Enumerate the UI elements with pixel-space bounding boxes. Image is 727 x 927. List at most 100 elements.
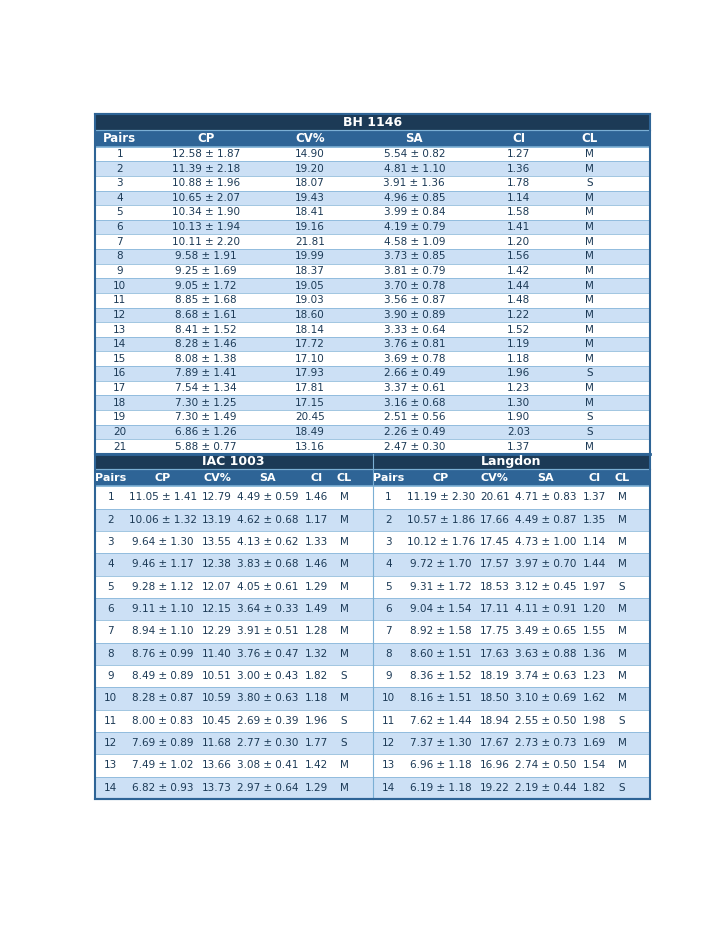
Text: 1.37: 1.37 [582, 492, 606, 502]
Text: CV%: CV% [481, 473, 509, 483]
Text: 7: 7 [116, 236, 123, 247]
Text: M: M [340, 760, 348, 770]
Text: M: M [617, 604, 627, 614]
Text: 9.46 ± 1.17: 9.46 ± 1.17 [132, 559, 193, 569]
Text: 1: 1 [385, 492, 392, 502]
Text: 10: 10 [104, 693, 117, 704]
Text: M: M [585, 354, 594, 363]
Bar [95, 777, 651, 799]
Text: 1.42: 1.42 [305, 760, 328, 770]
Text: 8.28 ± 0.87: 8.28 ± 0.87 [132, 693, 193, 704]
Text: 2: 2 [385, 514, 392, 525]
Text: 5: 5 [108, 582, 114, 591]
Text: 9.28 ± 1.12: 9.28 ± 1.12 [132, 582, 193, 591]
Text: CV%: CV% [295, 132, 325, 145]
Text: 3.74 ± 0.63: 3.74 ± 0.63 [515, 671, 577, 681]
Text: 12: 12 [113, 310, 126, 320]
Text: CP: CP [197, 132, 214, 145]
Text: 6: 6 [108, 604, 114, 614]
Text: 3.00 ± 0.43: 3.00 ± 0.43 [237, 671, 298, 681]
Text: 9.58 ± 1.91: 9.58 ± 1.91 [175, 251, 237, 261]
Text: 13: 13 [382, 760, 395, 770]
Text: 2.66 ± 0.49: 2.66 ± 0.49 [384, 368, 445, 378]
Text: 1.69: 1.69 [582, 738, 606, 748]
Text: 10.59: 10.59 [202, 693, 232, 704]
Text: 18.19: 18.19 [480, 671, 510, 681]
Text: 3.73 ± 0.85: 3.73 ± 0.85 [384, 251, 445, 261]
Text: 4.49 ± 0.87: 4.49 ± 0.87 [515, 514, 577, 525]
Text: 8: 8 [116, 251, 123, 261]
Text: M: M [617, 514, 627, 525]
Text: M: M [340, 514, 348, 525]
Text: 7.89 ± 1.41: 7.89 ± 1.41 [175, 368, 237, 378]
Text: S: S [619, 582, 625, 591]
Text: 3.97 ± 0.70: 3.97 ± 0.70 [515, 559, 577, 569]
Text: 1.37: 1.37 [507, 441, 530, 451]
Text: 5: 5 [385, 582, 392, 591]
Text: S: S [341, 738, 348, 748]
Text: 18.37: 18.37 [295, 266, 325, 276]
Text: 17: 17 [113, 383, 126, 393]
Bar [95, 191, 651, 205]
Text: M: M [617, 492, 627, 502]
Bar [95, 308, 651, 323]
Text: 10.88 ± 1.96: 10.88 ± 1.96 [172, 178, 240, 188]
Text: 9.05 ± 1.72: 9.05 ± 1.72 [175, 281, 236, 291]
Text: M: M [585, 236, 594, 247]
Text: 3.99 ± 0.84: 3.99 ± 0.84 [384, 208, 445, 218]
Text: 1.23: 1.23 [582, 671, 606, 681]
Text: 8.92 ± 1.58: 8.92 ± 1.58 [410, 627, 472, 636]
Text: 8.49 ± 0.89: 8.49 ± 0.89 [132, 671, 193, 681]
Text: 7.30 ± 1.25: 7.30 ± 1.25 [175, 398, 236, 408]
Text: 13.16: 13.16 [295, 441, 325, 451]
Text: 3: 3 [116, 178, 123, 188]
Text: 4: 4 [108, 559, 114, 569]
Text: 17.93: 17.93 [295, 368, 325, 378]
Text: 11: 11 [382, 716, 395, 726]
Text: 1.29: 1.29 [305, 782, 328, 793]
Text: S: S [586, 368, 593, 378]
Text: M: M [617, 760, 627, 770]
Text: 8: 8 [385, 649, 392, 659]
Text: M: M [617, 559, 627, 569]
Text: 17.15: 17.15 [295, 398, 325, 408]
Text: 2.19 ± 0.44: 2.19 ± 0.44 [515, 782, 577, 793]
Text: 4.81 ± 1.10: 4.81 ± 1.10 [384, 163, 445, 173]
Text: 7.49 ± 1.02: 7.49 ± 1.02 [132, 760, 193, 770]
Text: SA: SA [406, 132, 423, 145]
Text: 1: 1 [108, 492, 114, 502]
Text: 3.56 ± 0.87: 3.56 ± 0.87 [384, 296, 445, 305]
Text: 1.44: 1.44 [582, 559, 606, 569]
Text: 1.82: 1.82 [305, 671, 328, 681]
Text: M: M [585, 339, 594, 349]
Text: 8.08 ± 1.38: 8.08 ± 1.38 [175, 354, 236, 363]
Text: 14.90: 14.90 [295, 149, 325, 159]
Text: 4.96 ± 0.85: 4.96 ± 0.85 [384, 193, 445, 203]
Text: 2.47 ± 0.30: 2.47 ± 0.30 [384, 441, 445, 451]
Text: M: M [585, 251, 594, 261]
Bar [95, 620, 651, 642]
Text: 17.66: 17.66 [480, 514, 510, 525]
Text: M: M [617, 537, 627, 547]
Text: 8.00 ± 0.83: 8.00 ± 0.83 [132, 716, 193, 726]
Bar [95, 439, 651, 454]
Text: 1.36: 1.36 [582, 649, 606, 659]
Text: M: M [340, 693, 348, 704]
Text: 11: 11 [113, 296, 126, 305]
Text: 1.48: 1.48 [507, 296, 530, 305]
Text: 2.03: 2.03 [507, 427, 530, 437]
Bar [95, 114, 651, 130]
Text: 8.94 ± 1.10: 8.94 ± 1.10 [132, 627, 193, 636]
Text: 1.82: 1.82 [582, 782, 606, 793]
Text: 12.15: 12.15 [202, 604, 232, 614]
Text: CL: CL [614, 473, 630, 483]
Text: 1.54: 1.54 [582, 760, 606, 770]
Text: 3: 3 [108, 537, 114, 547]
Text: 10.34 ± 1.90: 10.34 ± 1.90 [172, 208, 240, 218]
Text: 2.55 ± 0.50: 2.55 ± 0.50 [515, 716, 577, 726]
Text: 9.11 ± 1.10: 9.11 ± 1.10 [132, 604, 193, 614]
Text: 2.69 ± 0.39: 2.69 ± 0.39 [237, 716, 299, 726]
Text: 10: 10 [382, 693, 395, 704]
Text: M: M [585, 296, 594, 305]
Bar [95, 469, 651, 487]
